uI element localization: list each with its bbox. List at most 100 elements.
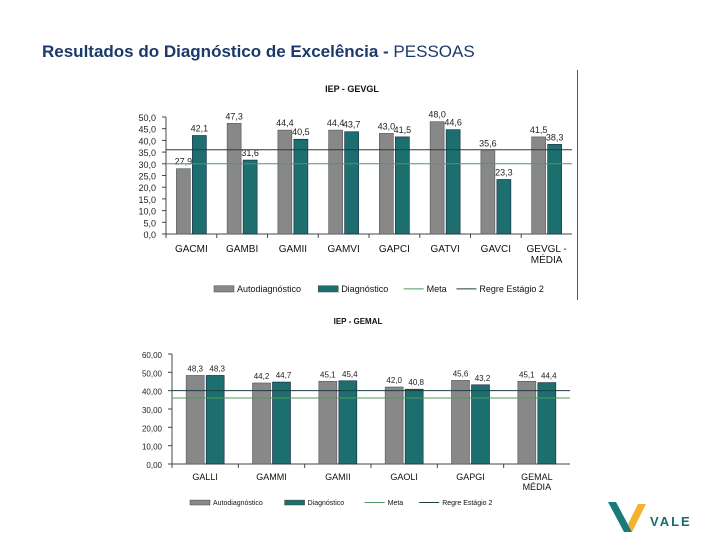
gevgl-label-diagnostico: 23,3 [495,167,513,177]
chart-iep-gevgl: IEP - GEVGL 50,0 45,040,0 35,0 30,0 25,020,0 1… [138,84,572,294]
gemal-bar-autodiagnostico [517,381,537,465]
gevgl-label-autodiagnostico: 48,0 [428,110,446,120]
gevgl-label-diagnostico: 42,1 [191,123,209,133]
gevgl-bar-autodiagnostico [480,150,496,235]
gemal-label-diagnostico: 43,2 [475,374,491,383]
gevgl-bar-autodiagnostico [531,136,546,235]
gemal-label-diagnostico: 44,4 [541,372,557,381]
gevgl-category-label: GATVI [430,244,459,255]
gevgl-ytick: 15,0 [138,195,156,205]
gemal-legend-label-autodiagnostico: Autodiagnóstico [213,500,263,507]
gevgl-label-autodiagnostico: 47,3 [225,111,243,121]
gemal-legend-swatch-autodiagnostico [189,499,211,506]
gevgl-bar-autodiagnostico [176,168,191,235]
gevgl-label-diagnostico: 38,3 [546,132,564,142]
gemal-title: IEP - GEMAL [334,317,383,326]
gemal-legend-label-regre-estagio-2: Regre Estágio 2 [442,500,492,507]
vale-logo-icon [608,502,646,532]
gemal-bar-diagnostico [471,384,490,465]
gemal-category-label: GALLI [192,472,218,482]
gemal-label-autodiagnostico: 45,1 [320,370,336,379]
gevgl-title: IEP - GEVGL [325,84,379,94]
gemal-legend-label-meta: Meta [388,500,404,507]
gemal-ytick: 60,00 [142,351,163,360]
gemal-category-label: GAPGI [456,472,485,482]
gevgl-label-diagnostico: 44,6 [444,118,462,128]
gemal-ytick: 50,00 [142,369,163,378]
gevgl-bar-autodiagnostico [226,123,242,235]
gemal-category-label: GEMAL [521,472,553,482]
gevgl-legend-label-diagnostico: Diagnóstico [341,284,388,294]
gemal-ytick: 30,00 [142,406,163,415]
gemal-bar-diagnostico [338,380,358,465]
gemal-bar-autodiagnostico [252,382,271,465]
gemal-label-diagnostico: 48,3 [209,364,225,373]
gemal-bar-diagnostico [404,388,424,465]
gemal-bar-diagnostico [537,382,557,465]
gevgl-category-label: GACMI [175,244,208,255]
gevgl-category-label: GEVGL - [527,244,567,255]
gevgl-category-label: GAMVI [328,244,360,255]
gevgl-ytick: 5,0 [143,218,156,228]
gevgl-label-autodiagnostico: 35,6 [479,139,497,149]
gevgl-legend-label-regre-estagio-2: Regre Estágio 2 [479,284,544,294]
gevgl-bar-diagnostico [496,179,512,235]
gevgl-ytick: 50,0 [138,113,156,123]
gevgl-category-label: GAMII [279,244,307,255]
gemal-label-autodiagnostico: 48,3 [187,364,203,373]
gevgl-label-diagnostico: 43,7 [343,120,361,130]
gevgl-label-diagnostico: 41,5 [394,125,412,135]
gevgl-bar-diagnostico [192,135,207,235]
gevgl-label-autodiagnostico: 43,0 [378,121,396,131]
gevgl-bar-autodiagnostico [328,129,343,235]
gevgl-bar-autodiagnostico [277,129,293,235]
vale-logo-text: VALE [650,514,692,529]
gemal-category-label: GAMII [325,472,351,482]
gevgl-ytick: 10,0 [138,207,156,217]
gemal-ytick: 0,00 [146,461,162,470]
gemal-label-autodiagnostico: 42,0 [386,376,402,385]
gevgl-legend-swatch-autodiagnostico [213,285,235,293]
gevgl-legend-label-meta: Meta [427,284,447,294]
gemal-ytick: 20,00 [142,424,163,433]
gevgl-category-label: GAVCI [481,244,511,255]
gevgl-label-autodiagnostico: 44,4 [327,118,345,128]
gemal-category-label: GAMMI [256,472,287,482]
gemal-legend-label-diagnostico: Diagnóstico [308,500,345,507]
gemal-bar-autodiagnostico [384,386,404,465]
gevgl-bar-diagnostico [395,136,410,235]
gevgl-bar-diagnostico [547,144,562,235]
gevgl-label-autodiagnostico: 44,4 [276,118,294,128]
gevgl-category-label: GAPCI [379,244,410,255]
gemal-category-label: GAOLI [390,472,418,482]
chart-divider [577,70,578,300]
gemal-bar-autodiagnostico [185,375,205,465]
gevgl-label-diagnostico: 40,5 [292,127,310,137]
gemal-label-diagnostico: 40,8 [408,378,424,387]
gemal-bar-diagnostico [205,375,225,465]
gevgl-bar-diagnostico [293,138,309,235]
gevgl-label-autodiagnostico: 41,5 [530,125,548,135]
gevgl-category-label: MÉDIA [531,253,563,266]
gevgl-bar-diagnostico [344,131,359,235]
gevgl-legend-label-autodiagnostico: Autodiagnóstico [237,284,301,294]
page-title: Resultados do Diagnóstico de Excelência … [42,42,475,61]
gemal-bar-autodiagnostico [318,381,338,465]
gemal-category-label: MÉDIA [523,482,552,492]
gevgl-legend-swatch-diagnostico [317,285,339,293]
gevgl-ytick: 20,0 [138,183,156,193]
gemal-label-autodiagnostico: 45,6 [453,369,469,378]
gevgl-label-diagnostico: 31,6 [241,148,259,158]
gevgl-ytick: 45,0 [138,125,156,135]
gemal-legend-swatch-diagnostico [284,499,305,506]
gevgl-ytick: 40,0 [138,136,156,146]
gevgl-category-label: GAMBI [226,244,258,255]
gemal-label-autodiagnostico: 44,2 [254,372,270,381]
gevgl-bar-diagnostico [445,129,461,235]
gevgl-label-autodiagnostico: 27,9 [175,157,193,167]
gevgl-ytick: 25,0 [138,172,156,182]
gemal-label-autodiagnostico: 45,1 [519,370,535,379]
gemal-ytick: 40,00 [142,388,163,397]
gevgl-ytick: 35,0 [138,148,156,158]
